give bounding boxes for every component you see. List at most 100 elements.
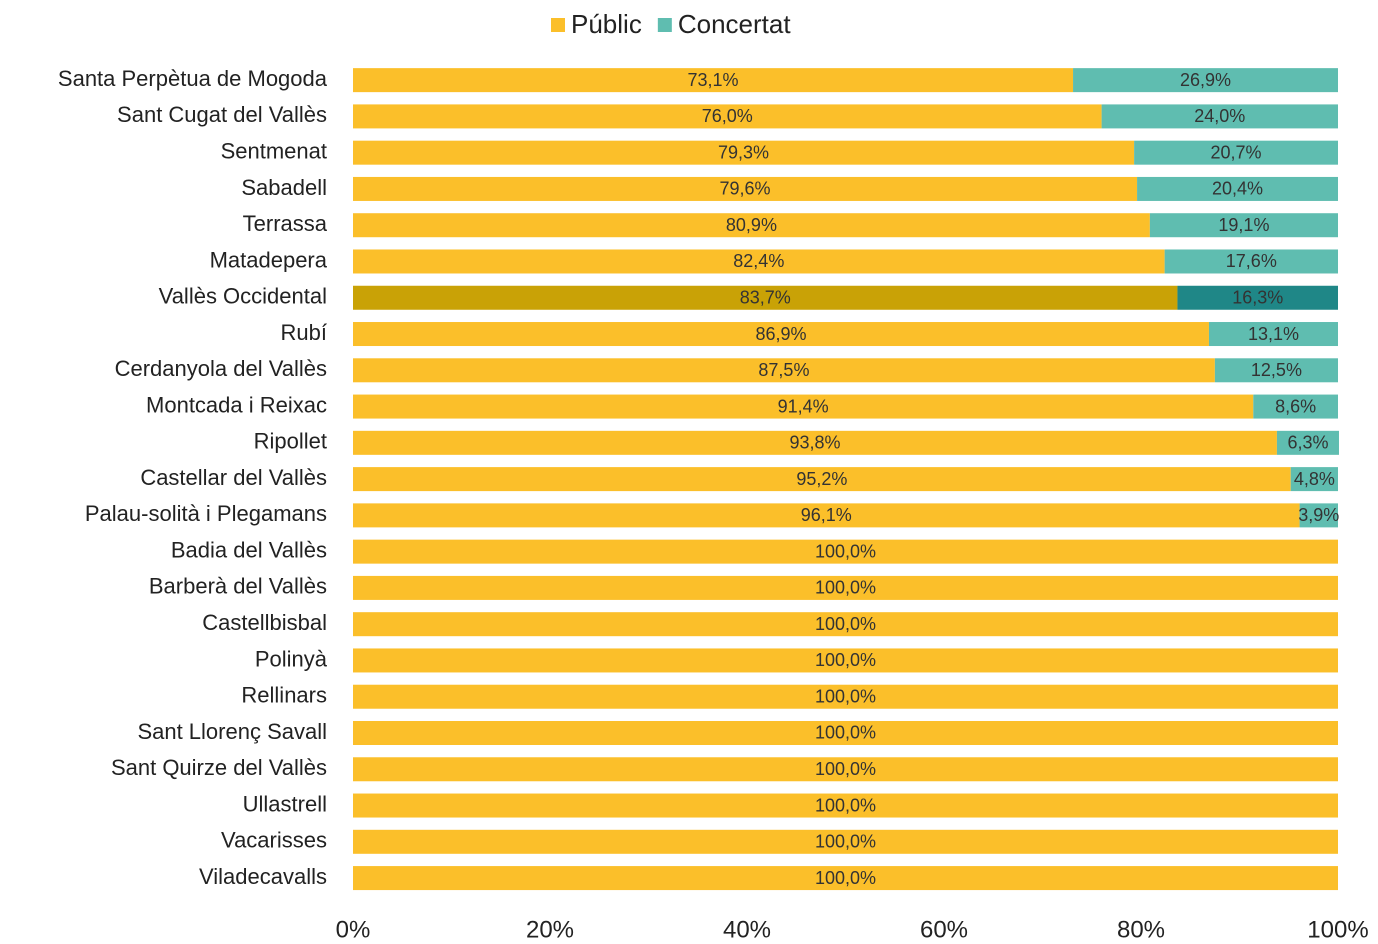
value-label: 100,0%	[815, 686, 876, 706]
y-tick-label: Rellinars	[241, 683, 327, 708]
value-label: 79,3%	[718, 142, 769, 162]
value-label: 12,5%	[1251, 360, 1302, 380]
x-tick-label: 60%	[920, 916, 968, 943]
value-label: 100,0%	[815, 723, 876, 743]
value-label: 13,1%	[1248, 324, 1299, 344]
value-label: 100,0%	[815, 541, 876, 561]
bar-segment	[353, 176, 1138, 201]
bar-segment	[1276, 430, 1339, 455]
y-tick-label: Montcada i Reixac	[146, 392, 327, 417]
bar-segment	[1177, 285, 1338, 310]
bar-segment	[353, 866, 1338, 891]
y-tick-label: Cerdanyola del Vallès	[115, 356, 327, 381]
y-tick-label: Castellar del Vallès	[140, 465, 327, 490]
bar-segment	[353, 684, 1338, 709]
bar-segment	[1101, 104, 1338, 129]
bar-segment	[1253, 394, 1338, 419]
y-tick-label: Sentmenat	[221, 138, 327, 163]
y-tick-label: Badia del Vallès	[171, 537, 327, 562]
bar-segment	[1149, 213, 1338, 238]
bar-segment	[353, 793, 1338, 818]
value-label: 19,1%	[1218, 215, 1269, 235]
bar-segment	[1299, 503, 1338, 528]
value-label: 80,9%	[726, 215, 777, 235]
value-label: 100,0%	[815, 650, 876, 670]
value-label: 4,8%	[1294, 469, 1335, 489]
bar-segment	[1208, 322, 1338, 347]
bar-segment	[1164, 249, 1338, 274]
bar-segment	[353, 394, 1254, 419]
value-label: 3,9%	[1298, 505, 1339, 525]
value-label: 83,7%	[740, 288, 791, 308]
value-label: 20,7%	[1211, 142, 1262, 162]
bar-segment	[353, 358, 1215, 383]
bar-segment	[353, 104, 1102, 129]
bar-segment	[353, 467, 1291, 492]
value-label: 87,5%	[758, 360, 809, 380]
y-tick-label: Sabadell	[241, 175, 327, 200]
bar-segment	[353, 612, 1338, 637]
y-tick-label: Polinyà	[255, 646, 328, 671]
value-label: 100,0%	[815, 795, 876, 815]
value-label: 100,0%	[815, 614, 876, 634]
bar-segment	[353, 213, 1150, 238]
y-tick-label: Sant Quirze del Vallès	[111, 755, 327, 780]
bar-segment	[353, 575, 1338, 600]
value-label: 100,0%	[815, 759, 876, 779]
y-tick-label: Santa Perpètua de Mogoda	[58, 66, 328, 91]
bar-segment	[1290, 467, 1338, 492]
bar-segment	[353, 285, 1178, 310]
x-tick-label: 100%	[1307, 916, 1368, 943]
bar-segment	[353, 539, 1338, 564]
y-tick-label: Vacarisses	[221, 828, 327, 853]
y-tick-label: Rubí	[281, 320, 327, 345]
value-label: 20,4%	[1212, 179, 1263, 199]
bar-segment	[353, 503, 1300, 528]
x-tick-label: 80%	[1117, 916, 1165, 943]
y-tick-label: Terrassa	[243, 211, 328, 236]
bar-segment	[353, 140, 1135, 165]
legend-swatch	[551, 18, 565, 32]
value-label: 8,6%	[1275, 396, 1316, 416]
bar-segment	[1137, 176, 1338, 201]
x-tick-label: 20%	[526, 916, 574, 943]
bar-segment	[353, 757, 1338, 782]
y-tick-label: Vallès Occidental	[159, 284, 327, 309]
y-tick-label: Sant Llorenç Savall	[137, 719, 327, 744]
value-label: 100,0%	[815, 578, 876, 598]
bar-segment	[1214, 358, 1338, 383]
y-tick-label: Sant Cugat del Vallès	[117, 102, 327, 127]
y-tick-label: Palau-solità i Plegamans	[85, 501, 327, 526]
bar-segment	[353, 322, 1209, 347]
value-label: 76,0%	[702, 106, 753, 126]
value-label: 100,0%	[815, 832, 876, 852]
value-label: 100,0%	[815, 868, 876, 888]
value-label: 73,1%	[687, 70, 738, 90]
value-label: 91,4%	[778, 396, 829, 416]
bar-segment	[1134, 140, 1338, 165]
value-label: 96,1%	[801, 505, 852, 525]
value-label: 82,4%	[733, 251, 784, 271]
value-label: 79,6%	[720, 179, 771, 199]
legend-swatch	[657, 18, 672, 32]
y-tick-label: Viladecavalls	[199, 864, 327, 889]
value-label: 6,3%	[1287, 433, 1328, 453]
bar-segment	[353, 430, 1277, 455]
bar-segment	[353, 829, 1338, 854]
x-tick-label: 40%	[723, 916, 771, 943]
bar-segment	[353, 68, 1074, 93]
value-label: 26,9%	[1180, 70, 1231, 90]
y-tick-label: Castellbisbal	[202, 610, 327, 635]
bar-segment	[353, 249, 1165, 274]
bar-segment	[1073, 68, 1338, 93]
value-label: 93,8%	[789, 433, 840, 453]
value-label: 17,6%	[1226, 251, 1277, 271]
y-tick-label: Barberà del Vallès	[149, 574, 327, 599]
y-tick-label: Ullastrell	[243, 791, 327, 816]
value-label: 16,3%	[1232, 288, 1283, 308]
value-label: 95,2%	[796, 469, 847, 489]
bar-segment	[353, 720, 1338, 745]
y-tick-label: Matadepera	[210, 247, 328, 272]
value-label: 24,0%	[1194, 106, 1245, 126]
